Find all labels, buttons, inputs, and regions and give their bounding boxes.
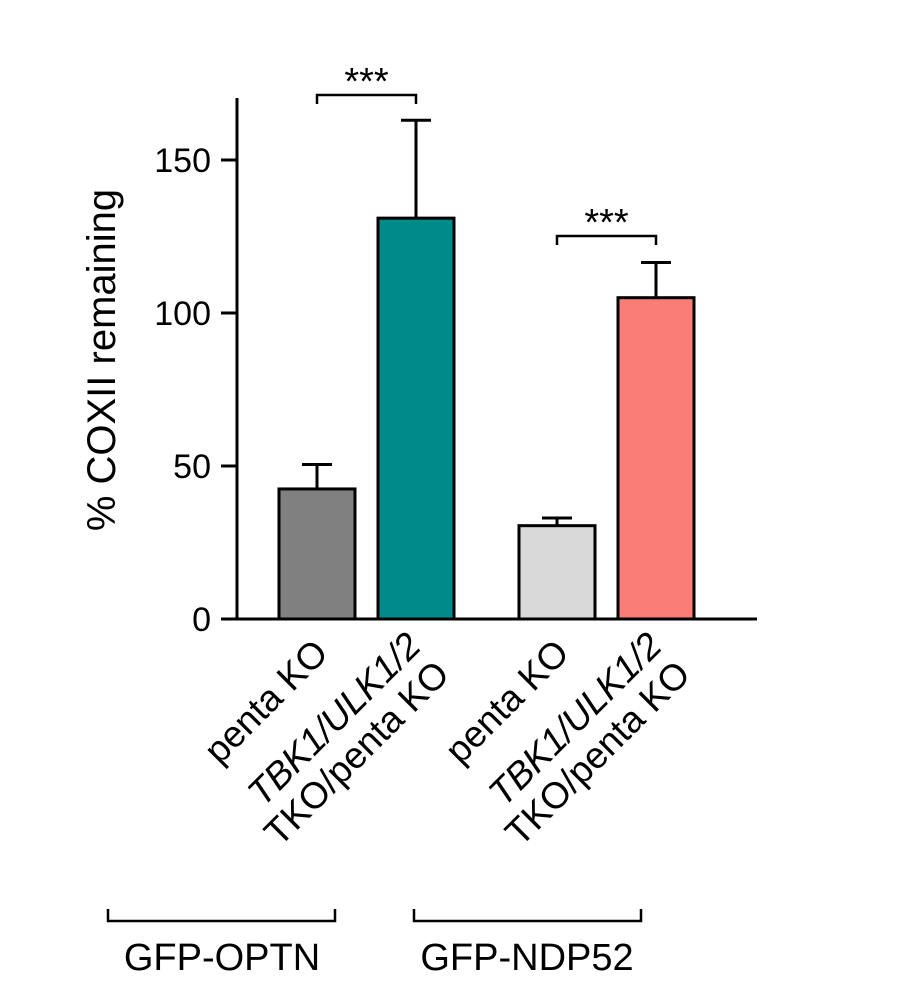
significance-label-1: ***	[344, 61, 389, 103]
group-bracket-2	[412, 909, 643, 923]
bar-4	[616, 296, 696, 621]
y-axis: 0 50 100 150	[154, 98, 757, 639]
y-tick-label-50: 50	[173, 448, 211, 486]
bar-1	[277, 487, 357, 621]
y-tick-label-0: 0	[192, 601, 211, 639]
y-tick-label-100: 100	[154, 295, 211, 333]
significance-bracket-2	[555, 234, 658, 245]
significance-markers: *** ***	[315, 61, 658, 245]
bar-2	[376, 216, 456, 621]
group-label-2: GFP-NDP52	[420, 937, 633, 979]
y-tick-label-150: 150	[154, 142, 211, 180]
bar-3	[517, 524, 597, 621]
bars	[277, 216, 696, 621]
group-labels: GFP-OPTN GFP-NDP52	[106, 909, 643, 979]
y-axis-label: % COXII remaining	[80, 189, 124, 531]
group-bracket-1	[106, 909, 337, 923]
group-label-1: GFP-OPTN	[124, 937, 320, 979]
error-bars	[302, 118, 671, 526]
significance-label-2: ***	[584, 202, 629, 244]
significance-bracket-1	[315, 93, 418, 104]
